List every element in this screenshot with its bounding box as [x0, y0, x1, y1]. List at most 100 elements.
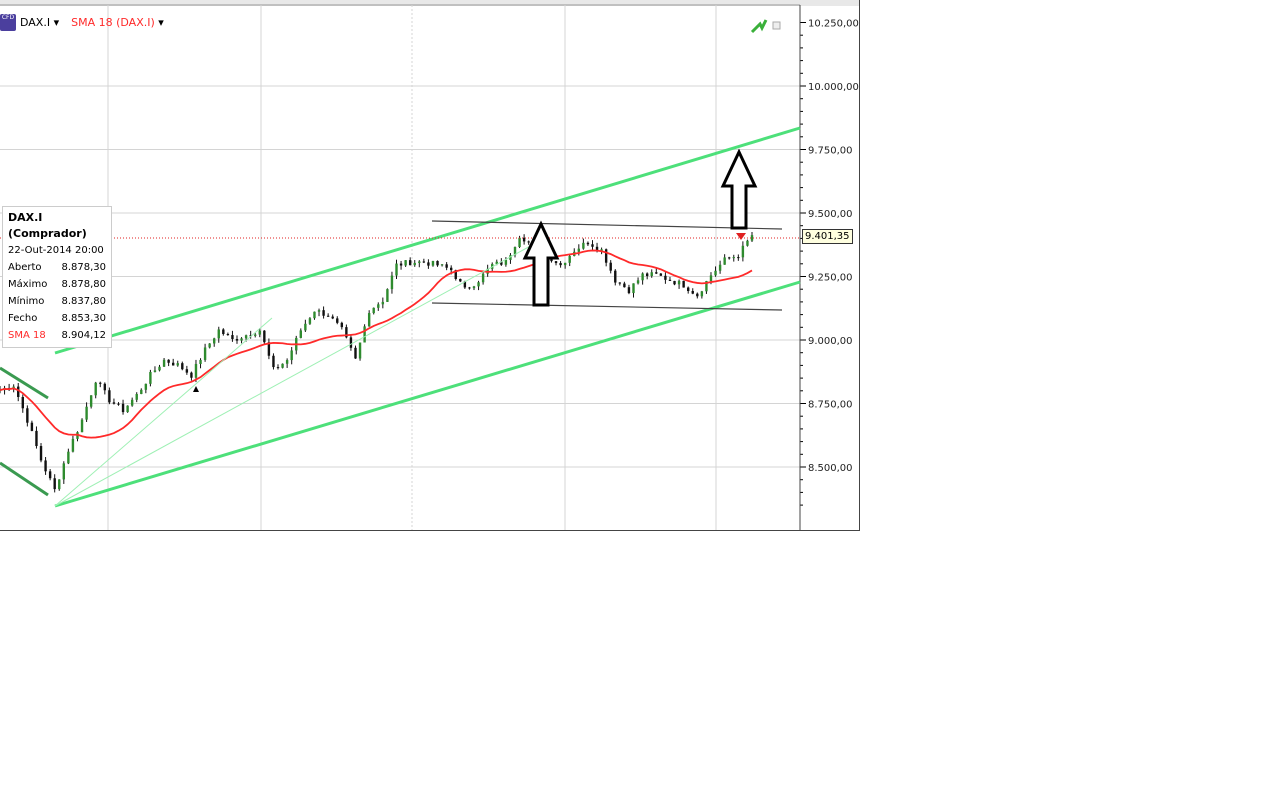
candle-body: [709, 275, 713, 282]
marker-triangle-icon: [193, 386, 199, 392]
candle-body: [272, 355, 275, 368]
info-row: Fecho 8.853,30: [8, 313, 106, 324]
candle-body: [103, 383, 107, 391]
candle-body: [518, 237, 521, 248]
candle-body: [254, 334, 257, 336]
candle-body: [586, 242, 590, 245]
candle-body: [422, 261, 426, 263]
candle-body: [682, 280, 685, 288]
candle-body: [668, 279, 672, 281]
info-row: Máximo 8.878,80: [8, 279, 106, 290]
candle-body: [349, 337, 353, 348]
candle-body: [723, 257, 726, 265]
candle-body: [99, 382, 102, 384]
candle-body: [336, 318, 339, 323]
trend-line: [54, 126, 801, 355]
trend-line: [431, 220, 783, 230]
candle-body: [130, 399, 134, 406]
candle-body: [249, 335, 252, 337]
candle-body: [604, 249, 608, 263]
candle-body: [732, 257, 735, 259]
candle-body: [741, 245, 745, 258]
y-tick-label: 9.000,00: [808, 336, 853, 347]
candle-body: [591, 244, 594, 247]
trend-line: [54, 317, 273, 507]
candle-body: [395, 263, 398, 276]
candle-body: [390, 275, 394, 290]
symbol-label: DAX.I: [20, 16, 51, 29]
candle-body: [522, 237, 526, 242]
y-tick-label: 9.500,00: [808, 209, 853, 220]
candle-body: [290, 350, 293, 361]
candle-body: [285, 360, 289, 364]
y-tick-label: 8.500,00: [808, 463, 853, 474]
candle-body: [358, 342, 362, 359]
candle-body: [404, 260, 407, 266]
candle-body: [149, 371, 152, 384]
candle-body: [686, 287, 690, 292]
candle-body: [454, 270, 457, 279]
candle-body: [89, 395, 93, 407]
candle-body: [108, 390, 111, 403]
candle-body: [582, 242, 585, 249]
candle-body: [645, 273, 649, 277]
candle-body: [399, 263, 403, 266]
candle-body: [463, 281, 467, 288]
candle-body: [126, 405, 129, 413]
candle-body: [340, 322, 344, 328]
candle-body: [728, 257, 731, 259]
candle-body: [563, 262, 567, 266]
alert-triangle-icon: [736, 233, 746, 240]
candle-body: [322, 310, 325, 316]
candle-body: [381, 301, 385, 305]
candle-body: [80, 419, 84, 433]
price-chart[interactable]: 10.250,00 10.000,00 9.750,00 9.500,00 9.250,…: [0, 0, 860, 531]
candle-body: [472, 286, 476, 289]
candle-body: [664, 275, 667, 280]
candle-body: [240, 338, 243, 341]
candle-body: [326, 315, 330, 317]
candle-body: [158, 366, 161, 371]
candle-body: [509, 255, 512, 260]
candle-body: [427, 262, 430, 266]
trend-tool-icon: [750, 19, 768, 34]
candle-body: [436, 260, 439, 266]
candle-body: [117, 403, 120, 405]
candle-body: [691, 291, 694, 294]
candle-body: [258, 330, 261, 335]
candle-body: [614, 270, 617, 283]
info-title: DAX.I (Comprador): [8, 211, 87, 240]
candle-body: [559, 263, 562, 266]
y-tick-label: 8.750,00: [808, 400, 853, 411]
candle-body: [190, 372, 193, 378]
indicator-selector[interactable]: SMA 18 (DAX.I) ▾: [71, 16, 164, 29]
candle-body: [468, 287, 471, 289]
candle-body: [44, 460, 47, 472]
candle-body: [700, 291, 704, 297]
candle-body: [153, 370, 157, 372]
candle-body: [140, 389, 143, 395]
candle-body: [26, 408, 29, 423]
sma-line: [0, 249, 753, 439]
up-arrow-icon: [522, 220, 560, 307]
candle-body: [281, 363, 284, 368]
candle-body: [718, 264, 722, 271]
trend-line: [54, 280, 801, 508]
candle-body: [673, 280, 676, 285]
candle-body: [194, 363, 198, 378]
trend-line: [0, 461, 49, 497]
candle-body: [641, 273, 644, 281]
candle-body: [627, 287, 631, 294]
info-datetime: 22-Out-2014 20:00: [8, 245, 104, 256]
candle-body: [299, 330, 302, 338]
candle-body: [500, 261, 503, 265]
y-tick-label: 10.250,00: [808, 18, 859, 29]
candle-body: [39, 446, 43, 461]
candle-body: [746, 240, 749, 246]
candle-body: [213, 338, 216, 344]
candle-body: [609, 262, 612, 271]
y-tick-label: 9.750,00: [808, 146, 853, 157]
candle-body: [203, 347, 207, 360]
candle-body: [58, 479, 61, 490]
symbol-selector[interactable]: DAX.I ▾: [20, 16, 60, 29]
